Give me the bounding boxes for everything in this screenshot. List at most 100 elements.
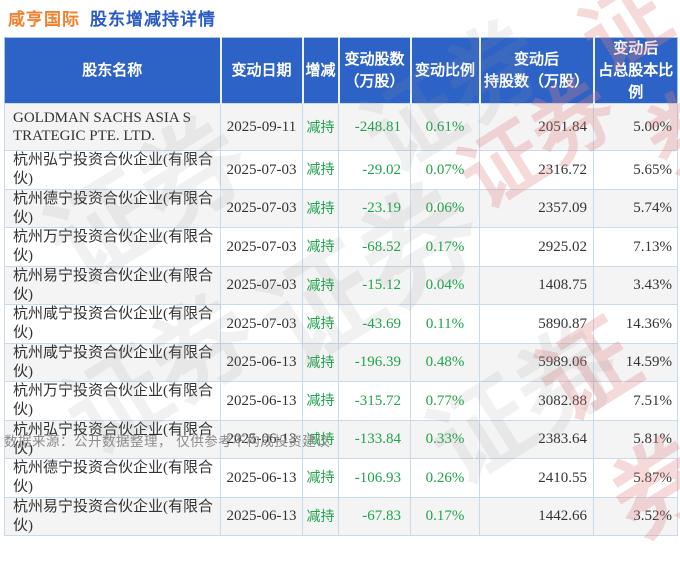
shareholder-name: 杭州咸宁投资合伙企业(有限合伙) (4, 342, 221, 383)
col-header-shareholder: 股东名称 (4, 37, 222, 104)
header-line2: 占总股本比例 (598, 61, 674, 101)
change-shares: -15.12 (338, 265, 411, 306)
change-ratio: 0.61% (410, 103, 480, 152)
action-label: 减持 (302, 265, 339, 306)
table-row: 杭州咸宁投资合伙企业(有限合伙) 2025-07-03 减持 -43.69 0.11% 5… (4, 304, 678, 344)
change-ratio: 0.11% (410, 304, 480, 344)
pct-after: 7.13% (593, 227, 678, 267)
table-row: 杭州万宁投资合伙企业(有限合伙) 2025-06-13 减持 -315.72 0.77%… (4, 381, 678, 421)
table-row: 杭州万宁投资合伙企业(有限合伙) 2025-07-03 减持 -68.52 0.17% 2… (4, 227, 678, 267)
shareholder-name: 杭州德宁投资合伙企业(有限合伙) (4, 188, 221, 229)
change-date: 2025-07-03 (220, 227, 303, 267)
col-header-pct-after: 变动后 占总股本比例 (593, 37, 678, 104)
header-line1: 变动股数 (344, 50, 405, 68)
data-source-note: 数据来源：公开数据整理， 仅供参考不构成投资建议 (4, 434, 331, 449)
title-subtitle: 股东增减持详情 (90, 10, 216, 29)
change-date: 2025-07-03 (220, 150, 303, 190)
shares-after: 2051.84 (479, 103, 594, 152)
shares-after: 1442.66 (479, 496, 594, 537)
shares-after: 2410.55 (479, 458, 594, 498)
table-body: GOLDMAN SACHS ASIA S TRATEGIC PTE. LTD. 2… (4, 103, 678, 537)
shares-after: 3082.88 (479, 381, 594, 421)
shares-after: 2316.72 (479, 150, 594, 190)
change-shares: -23.19 (338, 188, 411, 229)
change-shares: -315.72 (338, 381, 411, 421)
action-label: 减持 (302, 188, 339, 229)
col-header-change-shares: 变动股数 （万股） (338, 37, 412, 104)
table-row: 杭州易宁投资合伙企业(有限合伙) 2025-06-13 减持 -67.83 0.17% 1… (4, 496, 678, 537)
change-ratio: 0.77% (410, 381, 480, 421)
change-date: 2025-06-13 (220, 496, 303, 537)
col-header-shares-after: 变动后 持股数（万股） (479, 37, 595, 104)
col-header-action: 增减 (302, 37, 340, 104)
action-label: 减持 (302, 458, 339, 498)
shares-after: 5989.06 (479, 342, 594, 383)
header-line1: 增减 (305, 61, 336, 79)
table-row: GOLDMAN SACHS ASIA S TRATEGIC PTE. LTD. 2… (4, 103, 678, 152)
header-line1: 变动比例 (414, 61, 475, 79)
change-ratio: 0.17% (410, 496, 480, 537)
col-header-change-ratio: 变动比例 (410, 37, 481, 104)
shareholder-name: 杭州咸宁投资合伙企业(有限合伙) (4, 304, 221, 344)
change-ratio: 0.06% (410, 188, 480, 229)
change-date: 2025-06-13 (220, 458, 303, 498)
shareholder-name: 杭州易宁投资合伙企业(有限合伙) (4, 496, 221, 537)
action-label: 减持 (302, 103, 339, 152)
table-header: 股东名称 变动日期 增减 变动股数 （万股） 变动比例 变动后 持股数（万股 (4, 37, 678, 104)
table-row: 杭州易宁投资合伙企业(有限合伙) 2025-07-03 减持 -15.12 0.04% 1… (4, 265, 678, 306)
change-shares: -106.93 (338, 458, 411, 498)
shares-after: 5890.87 (479, 304, 594, 344)
pct-after: 5.81% (593, 419, 678, 460)
header-line2: （万股） (344, 72, 405, 90)
pct-after: 5.74% (593, 188, 678, 229)
change-ratio: 0.07% (410, 150, 480, 190)
change-date: 2025-06-13 (220, 342, 303, 383)
change-shares: -29.02 (338, 150, 411, 190)
stock-name: 咸亨国际 (8, 10, 80, 29)
col-header-change-date: 变动日期 (220, 37, 304, 104)
action-label: 减持 (302, 227, 339, 267)
pct-after: 14.59% (593, 342, 678, 383)
shareholder-name: GOLDMAN SACHS ASIA S TRATEGIC PTE. LTD. (4, 103, 221, 152)
page-title: 咸亨国际 股东增减持详情 (8, 5, 216, 30)
header-line1: 变动后 (513, 50, 559, 68)
table-row: 杭州德宁投资合伙企业(有限合伙) 2025-07-03 减持 -23.19 0.06% 2… (4, 188, 678, 229)
shares-after: 1408.75 (479, 265, 594, 306)
shares-after: 2925.02 (479, 227, 594, 267)
change-ratio: 0.48% (410, 342, 480, 383)
shareholder-name: 杭州万宁投资合伙企业(有限合伙) (4, 227, 221, 267)
action-label: 减持 (302, 381, 339, 421)
pct-after: 3.43% (593, 265, 678, 306)
shareholder-name: 杭州弘宁投资合伙企业(有限合伙) (4, 150, 221, 190)
change-shares: -133.84 (338, 419, 411, 460)
pct-after: 5.87% (593, 458, 678, 498)
shares-after: 2383.64 (479, 419, 594, 460)
header-line1: 变动日期 (231, 61, 292, 79)
shareholder-name: 杭州德宁投资合伙企业(有限合伙) (4, 458, 221, 498)
change-shares: -67.83 (338, 496, 411, 537)
pct-after: 7.51% (593, 381, 678, 421)
change-shares: -68.52 (338, 227, 411, 267)
change-ratio: 0.33% (410, 419, 480, 460)
pct-after: 3.52% (593, 496, 678, 537)
action-label: 减持 (302, 342, 339, 383)
shareholder-name: 杭州万宁投资合伙企业(有限合伙) (4, 381, 221, 421)
change-shares: -43.69 (338, 304, 411, 344)
holdings-table: 股东名称 变动日期 增减 变动股数 （万股） 变动比例 变动后 持股数（万股 (4, 37, 678, 537)
shares-after: 2357.09 (479, 188, 594, 229)
change-date: 2025-07-03 (220, 304, 303, 344)
change-date: 2025-07-03 (220, 265, 303, 306)
header-line1: 股东名称 (82, 61, 143, 79)
action-label: 减持 (302, 496, 339, 537)
table-row: 杭州德宁投资合伙企业(有限合伙) 2025-06-13 减持 -106.93 0.26%… (4, 458, 678, 498)
change-ratio: 0.17% (410, 227, 480, 267)
pct-after: 14.36% (593, 304, 678, 344)
table-row: 杭州咸宁投资合伙企业(有限合伙) 2025-06-13 减持 -196.39 0.48%… (4, 342, 678, 383)
change-date: 2025-07-03 (220, 188, 303, 229)
action-label: 减持 (302, 304, 339, 344)
pct-after: 5.65% (593, 150, 678, 190)
table-row: 杭州弘宁投资合伙企业(有限合伙) 2025-07-03 减持 -29.02 0.07% 2… (4, 150, 678, 190)
header-line1: 变动后 (613, 40, 659, 57)
change-shares: -248.81 (338, 103, 411, 152)
shareholder-name: 杭州易宁投资合伙企业(有限合伙) (4, 265, 221, 306)
